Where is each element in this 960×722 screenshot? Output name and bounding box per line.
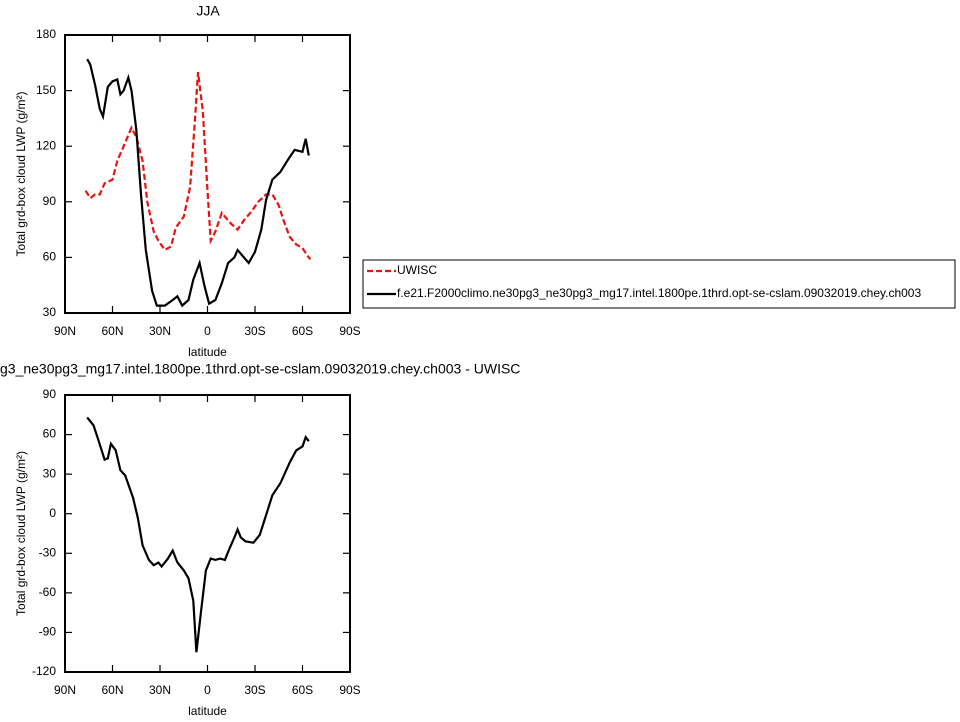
series-line: [86, 58, 310, 308]
x-tick-label: 60N: [101, 683, 123, 697]
x-tick-label: 30S: [244, 683, 265, 697]
legend-label: UWISC: [397, 263, 437, 277]
y-tick-label: 120: [36, 138, 56, 152]
y-tick-label: 60: [43, 427, 57, 441]
x-tick-label: 90N: [54, 683, 76, 697]
series-line: [84, 71, 312, 260]
series-line: [86, 416, 310, 653]
legend-label: f.e21.F2000climo.ne30pg3_ne30pg3_mg17.in…: [397, 286, 921, 300]
y-tick-label: 30: [43, 305, 57, 319]
y-tick-label: 60: [43, 250, 57, 264]
x-tick-label: 90S: [339, 324, 360, 338]
x-axis-label: latitude: [188, 704, 227, 718]
x-tick-label: 0: [204, 324, 211, 338]
x-tick-label: 30N: [149, 324, 171, 338]
x-tick-label: 60N: [101, 324, 123, 338]
x-tick-label: 90S: [339, 683, 360, 697]
x-tick-label: 0: [204, 683, 211, 697]
y-tick-label: -60: [39, 585, 57, 599]
x-tick-label: 90N: [54, 324, 76, 338]
x-tick-label: 60S: [292, 324, 313, 338]
y-tick-label: 150: [36, 83, 56, 97]
x-tick-label: 30N: [149, 683, 171, 697]
x-tick-label: 30S: [244, 324, 265, 338]
chart-title: JJA: [196, 3, 220, 19]
y-tick-label: -30: [39, 545, 57, 559]
y-tick-label: -120: [32, 664, 56, 678]
plot-frame: [64, 34, 351, 314]
legend-box: [362, 259, 956, 309]
chart-title: g3_ne30pg3_mg17.intel.1800pe.1thrd.opt-s…: [0, 361, 520, 377]
y-tick-label: 180: [36, 27, 56, 41]
y-tick-label: 30: [43, 466, 57, 480]
y-tick-label: -90: [39, 625, 57, 639]
plot-frame: [64, 394, 351, 673]
y-tick-label: 90: [43, 194, 57, 208]
x-axis-label: latitude: [188, 345, 227, 359]
y-tick-label: 90: [43, 387, 57, 401]
y-axis-label: Total grd-box cloud LWP (g/m²): [14, 451, 28, 616]
y-axis-label: Total grd-box cloud LWP (g/m²): [14, 92, 28, 257]
y-tick-label: 0: [49, 506, 56, 520]
x-tick-label: 60S: [292, 683, 313, 697]
